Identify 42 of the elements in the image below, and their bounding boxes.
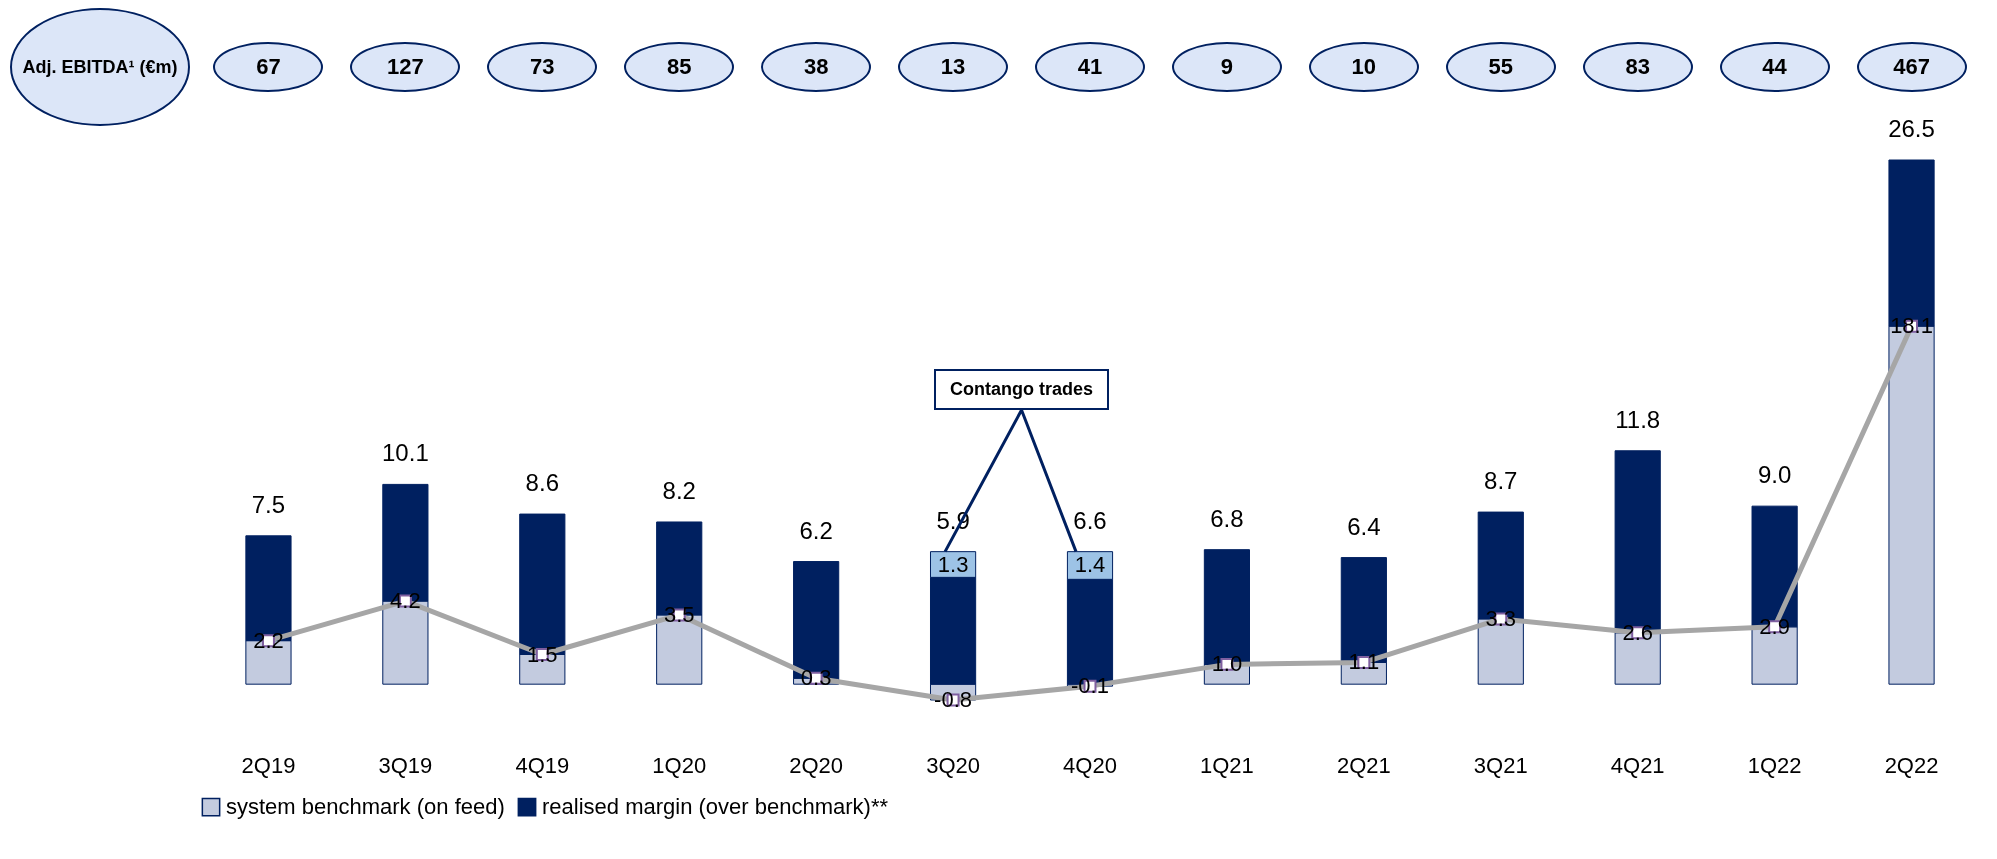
data-label: 3.5 — [663, 601, 695, 627]
data-label: 18.1 — [1890, 313, 1933, 339]
x-tick-label: 4Q21 — [1610, 752, 1665, 778]
total-label: 8.6 — [525, 469, 559, 497]
data-label: 1.5 — [527, 641, 558, 667]
total-label: 6.8 — [1210, 504, 1244, 532]
x-tick-label: 3Q21 — [1473, 752, 1528, 778]
data-label: 2.9 — [1759, 613, 1790, 639]
data-label: 1.1 — [1348, 649, 1380, 675]
x-tick-label: 1Q21 — [1200, 752, 1254, 778]
data-label: 1.3 — [937, 551, 969, 577]
data-label: 1.0 — [1211, 651, 1243, 677]
total-label: 7.5 — [251, 490, 286, 518]
legend-label: realised margin (over benchmark)** — [542, 794, 889, 820]
data-label: -0.1 — [1071, 673, 1109, 699]
legend-label: system benchmark (on feed) — [226, 794, 505, 820]
total-label: 6.2 — [799, 516, 833, 544]
total-label: 9.0 — [1757, 461, 1792, 489]
total-label: 10.1 — [382, 439, 429, 467]
total-label: 8.7 — [1484, 467, 1518, 495]
data-label: -0.8 — [934, 687, 973, 712]
data-label: 2.6 — [1622, 619, 1653, 645]
data-label: 4.2 — [390, 588, 421, 614]
total-label: 26.5 — [1888, 115, 1935, 142]
annotation: Contango trades — [934, 369, 1110, 410]
x-tick-label: 4Q20 — [1063, 752, 1117, 778]
x-tick-label: 4Q19 — [515, 752, 570, 778]
x-tick-label: 2Q19 — [241, 752, 296, 778]
total-label: 6.6 — [1073, 506, 1107, 534]
x-tick-label: 3Q19 — [378, 752, 433, 778]
x-tick-label: 1Q20 — [652, 752, 707, 778]
x-tick-label: 1Q22 — [1747, 752, 1802, 778]
x-tick-label: 2Q22 — [1884, 752, 1939, 778]
total-label: 11.8 — [1615, 405, 1661, 433]
x-tick-label: 3Q20 — [926, 752, 980, 778]
x-tick-label: 2Q20 — [789, 752, 844, 778]
data-label: 2.2 — [253, 627, 284, 653]
x-tick-label: 2Q21 — [1336, 752, 1391, 778]
total-label: 6.4 — [1347, 512, 1381, 540]
total-label: 8.2 — [662, 476, 696, 504]
data-label: 1.4 — [1074, 552, 1106, 578]
data-label: 3.3 — [1485, 605, 1517, 631]
